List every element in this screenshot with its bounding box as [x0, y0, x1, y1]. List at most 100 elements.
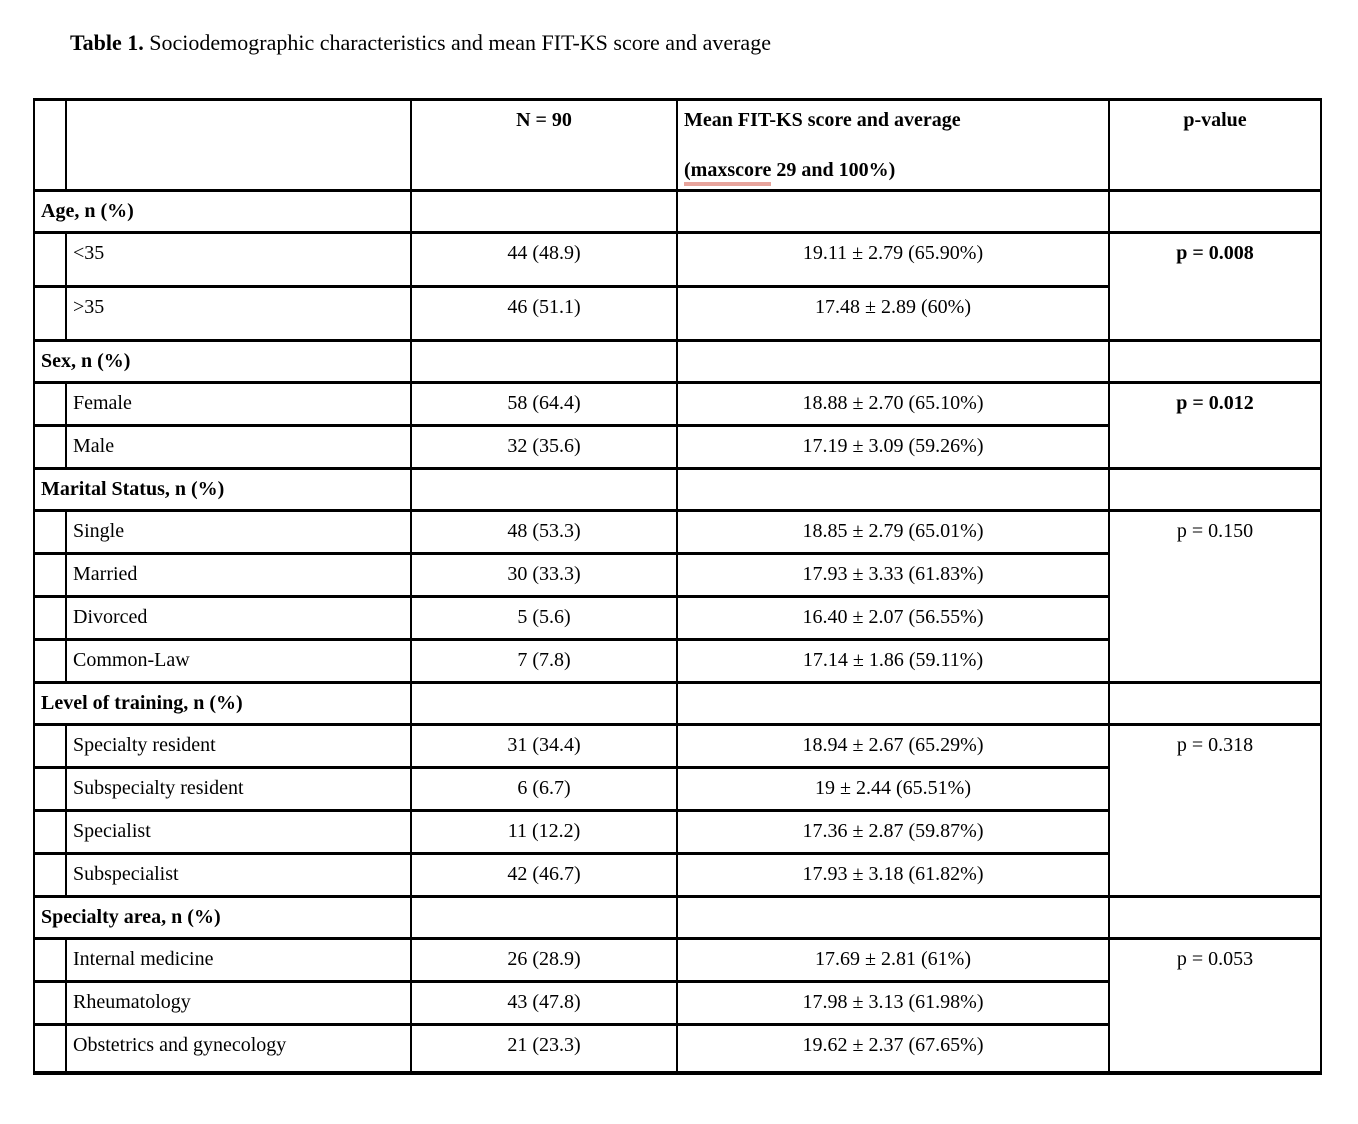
indent-cell [33, 595, 67, 642]
data-row-married: Married 30 (33.3) 17.93 ± 3.33 (61.83%) [33, 552, 1321, 599]
p-value-age: p = 0.008 [1108, 231, 1322, 343]
section-row-specialty-area: Specialty area, n (%) [33, 895, 1322, 941]
section-label: Age, n (%) [33, 189, 412, 235]
data-row-rheumatology: Rheumatology 43 (47.8) 17.98 ± 3.13 (61.… [33, 980, 1321, 1027]
header-row: N = 90 Mean FIT-KS score and average (ma… [33, 98, 1322, 193]
row-n: 30 (33.3) [410, 552, 678, 599]
empty-cell [33, 98, 67, 193]
spellcheck-underlined-word: (maxscore [684, 160, 772, 187]
row-label: Subspecialty resident [65, 766, 412, 813]
indent-cell [33, 937, 67, 984]
row-mean: 17.19 ± 3.09 (59.26%) [676, 424, 1110, 471]
empty-cell [1108, 681, 1322, 727]
row-n: 7 (7.8) [410, 638, 678, 685]
p-value-training: p = 0.318 [1108, 723, 1322, 899]
row-n: 42 (46.7) [410, 852, 678, 899]
row-mean: 17.48 ± 2.89 (60%) [676, 285, 1110, 343]
row-label: Internal medicine [65, 937, 412, 984]
empty-cell [65, 98, 412, 193]
row-mean: 17.14 ± 1.86 (59.11%) [676, 638, 1110, 685]
empty-cell [410, 681, 678, 727]
indent-cell [33, 766, 67, 813]
row-n: 26 (28.9) [410, 937, 678, 984]
empty-cell [676, 339, 1110, 385]
table-caption: Table 1. Sociodemographic characteristic… [70, 30, 1358, 56]
row-n: 44 (48.9) [410, 231, 678, 289]
table-caption-text: Sociodemographic characteristics and mea… [143, 30, 771, 55]
p-value-sex: p = 0.012 [1108, 381, 1322, 471]
row-mean: 19 ± 2.44 (65.51%) [676, 766, 1110, 813]
empty-cell [410, 895, 678, 941]
header-mean-line2-rest: 29 and 100%) [771, 159, 896, 182]
row-n: 31 (34.4) [410, 723, 678, 770]
empty-cell [410, 189, 678, 235]
empty-cell [1108, 339, 1322, 385]
row-label: Rheumatology [65, 980, 412, 1027]
row-n: 21 (23.3) [410, 1023, 678, 1075]
data-row-obstetrics: Obstetrics and gynecology 21 (23.3) 19.6… [33, 1023, 1321, 1075]
row-mean: 18.85 ± 2.79 (65.01%) [676, 509, 1110, 556]
row-label: <35 [65, 231, 412, 289]
indent-cell [33, 381, 67, 428]
indent-cell [33, 980, 67, 1027]
row-label: >35 [65, 285, 412, 343]
row-n: 11 (12.2) [410, 809, 678, 856]
row-mean: 17.93 ± 3.18 (61.82%) [676, 852, 1110, 899]
sociodemographic-table: N = 90 Mean FIT-KS score and average (ma… [33, 98, 1322, 1075]
indent-cell [33, 809, 67, 856]
row-n: 58 (64.4) [410, 381, 678, 428]
data-row-age-lt35: <35 44 (48.9) 19.11 ± 2.79 (65.90%) p = … [33, 231, 1322, 343]
indent-cell [33, 1023, 67, 1075]
row-label: Single [65, 509, 412, 556]
data-row-subspecialty-resident: Subspecialty resident 6 (6.7) 19 ± 2.44 … [33, 766, 1321, 813]
row-label: Specialty resident [65, 723, 412, 770]
section-row-marital: Marital Status, n (%) [33, 467, 1322, 513]
p-value-specialty-area: p = 0.053 [1108, 937, 1322, 1075]
indent-cell [33, 509, 67, 556]
row-label: Married [65, 552, 412, 599]
data-row-divorced: Divorced 5 (5.6) 16.40 ± 2.07 (56.55%) [33, 595, 1321, 642]
row-mean: 19.62 ± 2.37 (67.65%) [676, 1023, 1110, 1075]
row-n: 48 (53.3) [410, 509, 678, 556]
row-label: Divorced [65, 595, 412, 642]
section-label: Marital Status, n (%) [33, 467, 412, 513]
empty-cell [410, 467, 678, 513]
section-row-training: Level of training, n (%) [33, 681, 1322, 727]
indent-cell [33, 852, 67, 899]
indent-cell [33, 285, 67, 343]
header-mean: Mean FIT-KS score and average (maxscore … [676, 98, 1110, 193]
header-mean-line1: Mean FIT-KS score and average [684, 109, 961, 132]
data-row-subspecialist: Subspecialist 42 (46.7) 17.93 ± 3.18 (61… [33, 852, 1321, 899]
data-row-male: Male 32 (35.6) 17.19 ± 3.09 (59.26%) [33, 424, 1321, 471]
section-row-age: Age, n (%) [33, 189, 1322, 235]
row-mean: 19.11 ± 2.79 (65.90%) [676, 231, 1110, 289]
row-mean: 18.88 ± 2.70 (65.10%) [676, 381, 1110, 428]
section-label: Sex, n (%) [33, 339, 412, 385]
data-row-specialty-resident: Specialty resident 31 (34.4) 18.94 ± 2.6… [33, 723, 1322, 899]
data-row-internal-medicine: Internal medicine 26 (28.9) 17.69 ± 2.81… [33, 937, 1322, 1075]
indent-cell [33, 231, 67, 289]
row-mean: 18.94 ± 2.67 (65.29%) [676, 723, 1110, 770]
row-n: 6 (6.7) [410, 766, 678, 813]
empty-cell [676, 895, 1110, 941]
indent-cell [33, 424, 67, 471]
data-row-specialist: Specialist 11 (12.2) 17.36 ± 2.87 (59.87… [33, 809, 1321, 856]
row-n: 46 (51.1) [410, 285, 678, 343]
p-value-marital: p = 0.150 [1108, 509, 1322, 685]
row-label: Female [65, 381, 412, 428]
empty-cell [1108, 189, 1322, 235]
row-mean: 17.69 ± 2.81 (61%) [676, 937, 1110, 984]
empty-cell [410, 339, 678, 385]
data-row-single: Single 48 (53.3) 18.85 ± 2.79 (65.01%) p… [33, 509, 1322, 685]
row-n: 43 (47.8) [410, 980, 678, 1027]
header-p: p-value [1108, 98, 1322, 193]
empty-cell [676, 189, 1110, 235]
row-mean: 17.36 ± 2.87 (59.87%) [676, 809, 1110, 856]
row-label: Common-Law [65, 638, 412, 685]
data-row-age-gt35: >35 46 (51.1) 17.48 ± 2.89 (60%) [33, 285, 1321, 343]
empty-cell [676, 681, 1110, 727]
row-label: Male [65, 424, 412, 471]
row-label: Subspecialist [65, 852, 412, 899]
data-row-female: Female 58 (64.4) 18.88 ± 2.70 (65.10%) p… [33, 381, 1322, 471]
row-n: 5 (5.6) [410, 595, 678, 642]
